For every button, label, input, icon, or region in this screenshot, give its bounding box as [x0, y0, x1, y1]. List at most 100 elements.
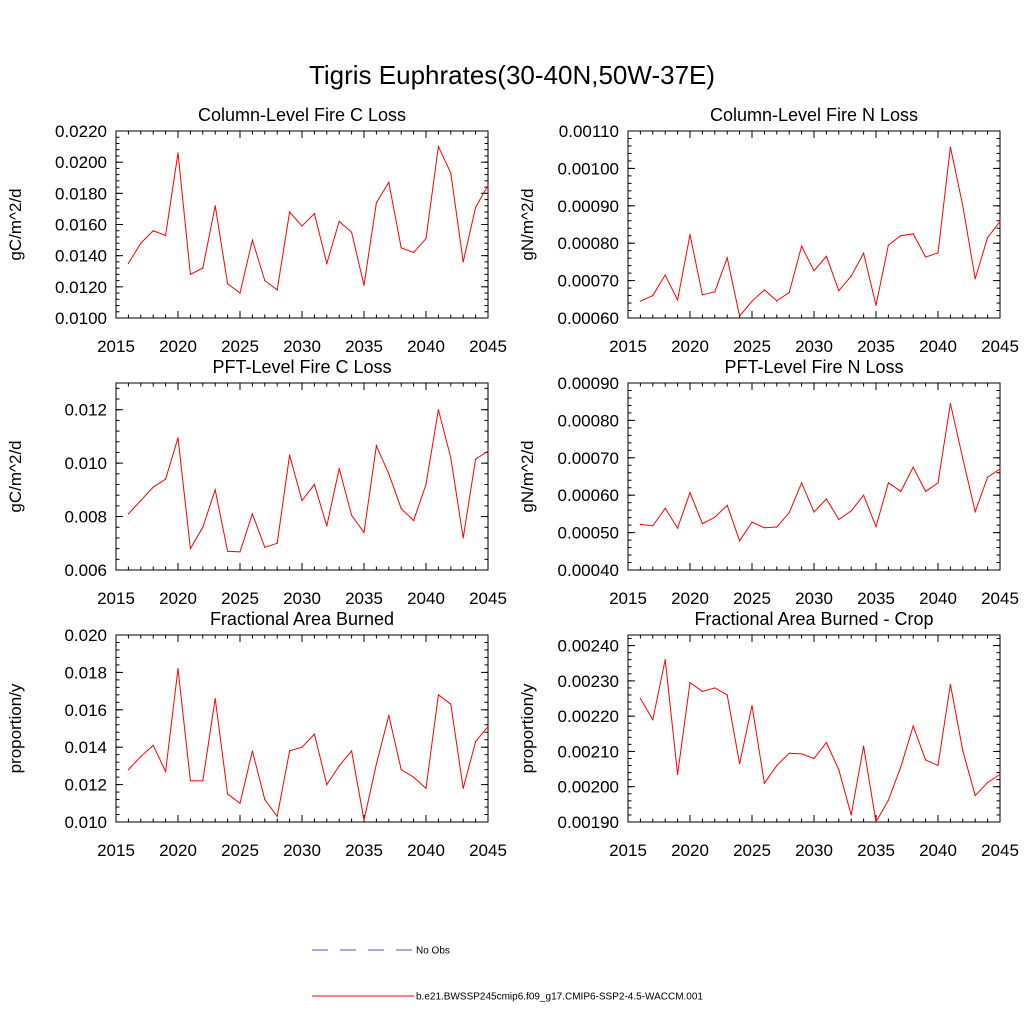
- x-tick-label: 2025: [733, 337, 771, 356]
- data-point: [450, 172, 452, 174]
- data-point: [351, 514, 353, 516]
- data-point: [140, 755, 142, 758]
- data-point: [127, 769, 129, 771]
- x-tick-label: 2020: [671, 337, 709, 356]
- data-point: [239, 551, 241, 553]
- data-point: [639, 300, 642, 302]
- data-point: [999, 773, 1001, 775]
- x-tick-label: 2025: [221, 337, 259, 356]
- chart-panel: 2015 2020 2025 2030 2035 2040 2045 0.0100 0.0120…: [6, 105, 507, 356]
- data-point: [900, 490, 902, 493]
- data-point: [751, 521, 753, 523]
- data-point: [776, 526, 778, 528]
- x-tick-label: 2020: [159, 337, 197, 356]
- x-tick-label: 2035: [345, 841, 383, 860]
- data-point: [375, 763, 377, 765]
- chart-panel: 2015 2020 2025 2030 2035 2040 2045 0.010 0.012 0.…: [6, 609, 507, 860]
- y-tick-label: 0.00100: [558, 159, 619, 178]
- x-tick-label: 2035: [345, 589, 383, 608]
- data-point: [850, 275, 852, 277]
- data-point: [177, 152, 179, 154]
- data-point: [363, 532, 365, 534]
- y-tick-label: 0.00240: [558, 637, 619, 656]
- panel-title: Fractional Area Burned: [210, 609, 394, 629]
- x-tick-label: 2045: [981, 841, 1019, 860]
- chart-panels: 2015 2020 2025 2030 2035 2040 20450.01000.0120…: [6, 105, 1019, 860]
- data-point: [152, 486, 154, 488]
- data-point: [413, 519, 415, 522]
- x-tick-label: 2015: [97, 841, 135, 860]
- x-tick-label: 2030: [795, 841, 833, 860]
- data-point: [974, 278, 976, 280]
- legend-no-obs-label: No Obs: [416, 946, 450, 957]
- series-line: [640, 403, 1001, 542]
- data-point: [850, 510, 852, 512]
- data-point: [739, 540, 741, 542]
- data-point: [863, 745, 865, 747]
- x-tick-label: 2035: [345, 337, 383, 356]
- data-point: [801, 753, 803, 755]
- data-point: [949, 402, 952, 405]
- series-line: [128, 668, 489, 821]
- y-tick-label: 0.014: [64, 738, 107, 757]
- data-point: [326, 784, 328, 786]
- data-point: [475, 458, 477, 460]
- data-point: [813, 511, 815, 513]
- data-point: [788, 512, 790, 514]
- data-point: [227, 550, 229, 552]
- data-point: [639, 697, 642, 700]
- data-point: [326, 525, 328, 527]
- data-point: [413, 251, 415, 254]
- data-point: [437, 409, 439, 411]
- data-point: [425, 237, 427, 240]
- y-tick-label: 0.006: [64, 561, 107, 580]
- x-tick-label: 2045: [981, 589, 1019, 608]
- data-point: [726, 257, 728, 259]
- data-point: [363, 284, 365, 286]
- data-point: [338, 220, 340, 222]
- series-line: [128, 409, 489, 553]
- x-tick-label: 2040: [407, 589, 445, 608]
- data-point: [875, 821, 877, 823]
- data-point: [450, 457, 452, 459]
- data-point: [227, 283, 229, 285]
- data-point: [301, 225, 303, 227]
- x-tick-label: 2040: [919, 841, 957, 860]
- data-point: [264, 280, 266, 282]
- data-point: [400, 769, 402, 771]
- x-tick-label: 2045: [469, 337, 507, 356]
- plot-frame: [627, 382, 1001, 571]
- data-point: [202, 526, 204, 528]
- data-point: [801, 245, 803, 247]
- data-point: [726, 504, 728, 506]
- y-tick-label: 0.020: [64, 626, 107, 645]
- x-tick-label: 2030: [283, 589, 321, 608]
- panel-title: Column-Level Fire N Loss: [710, 105, 918, 125]
- x-tick-label: 2020: [159, 841, 197, 860]
- plot-frame: [627, 130, 1001, 319]
- data-point: [239, 802, 241, 804]
- data-point: [763, 782, 766, 784]
- data-point: [974, 511, 976, 513]
- data-point: [887, 244, 890, 246]
- x-tick-label: 2025: [221, 841, 259, 860]
- data-point: [838, 769, 840, 771]
- data-point: [900, 235, 902, 237]
- x-tick-label: 2040: [407, 337, 445, 356]
- x-tick-label: 2030: [283, 841, 321, 860]
- y-axis-label: gN/m^2/d: [518, 440, 537, 512]
- data-point: [462, 537, 464, 539]
- chart-panel: 2015 2020 2025 2030 2035 2040 2045 0.006 0.008 0.…: [6, 357, 507, 608]
- figure-title: Tigris Euphrates(30-40N,50W-37E): [309, 60, 715, 90]
- data-point: [763, 527, 766, 529]
- data-point: [962, 750, 964, 752]
- data-point: [776, 764, 778, 767]
- x-tick-label: 2040: [919, 337, 957, 356]
- data-point: [413, 776, 415, 778]
- data-point: [214, 697, 216, 700]
- data-point: [289, 454, 291, 456]
- data-point: [177, 668, 179, 670]
- data-point: [925, 759, 927, 761]
- y-tick-label: 0.018: [64, 663, 107, 682]
- data-point: [701, 523, 704, 525]
